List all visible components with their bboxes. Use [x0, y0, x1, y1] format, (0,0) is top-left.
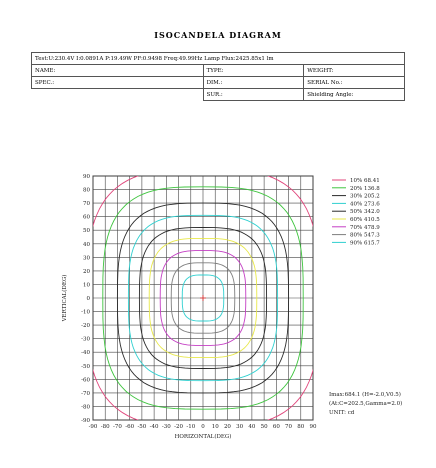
spec-label: SPEC.: — [31, 76, 204, 89]
legend-entry: 80% 547.3 — [350, 233, 380, 239]
x-tick-label: 20 — [224, 424, 231, 430]
legend-entry: 70% 478.9 — [350, 225, 380, 231]
x-tick-label: -30 — [162, 424, 171, 430]
x-tick-label: 0 — [201, 424, 205, 430]
legend-entry: 20% 136.8 — [350, 186, 380, 192]
serial-label: SERIAL No.: — [303, 76, 405, 89]
sur-label: SUR.: — [202, 88, 305, 101]
x-tick-label: -50 — [137, 424, 146, 430]
y-tick-label: 50 — [83, 228, 90, 234]
y-tick-label: -70 — [81, 391, 90, 397]
y-tick-label: -60 — [81, 377, 90, 383]
y-axis-label: VERTICAL(DEG) — [61, 275, 68, 323]
isocandela-contour — [170, 262, 236, 334]
x-tick-label: 30 — [236, 424, 243, 430]
page-title: ISOCANDELA DIAGRAM — [154, 30, 282, 40]
isocandela-contour — [127, 214, 279, 382]
empty-cell — [32, 89, 204, 101]
isocandela-contour — [159, 250, 247, 346]
y-tick-label: 20 — [83, 269, 90, 275]
x-tick-label: -60 — [125, 424, 134, 430]
y-tick-label: 10 — [83, 282, 90, 288]
chart-annotation: UNIT: cd — [329, 410, 355, 416]
x-tick-label: 70 — [285, 424, 292, 430]
y-tick-label: -90 — [81, 418, 90, 424]
name-label: NAME: — [31, 64, 204, 77]
weight-label: WEIGHT: — [303, 64, 405, 77]
dim-label: DIM.: — [202, 76, 305, 89]
y-tick-label: -10 — [81, 310, 90, 316]
legend-entry: 90% 615.7 — [350, 240, 380, 246]
x-tick-label: -20 — [174, 424, 183, 430]
y-tick-label: 90 — [83, 174, 90, 180]
x-axis-label: HORIZONTAL(DEG) — [175, 433, 232, 440]
x-tick-label: -10 — [186, 424, 195, 430]
x-tick-label: 50 — [261, 424, 268, 430]
x-tick-label: 80 — [297, 424, 304, 430]
isocandela-contour — [181, 274, 225, 322]
legend-entry: 30% 205.2 — [350, 194, 380, 200]
legend-entry: 50% 342.0 — [350, 209, 380, 215]
y-tick-label: 0 — [87, 296, 91, 302]
type-label: TYPE: — [202, 64, 305, 77]
y-tick-label: -40 — [81, 350, 90, 356]
shielding-label: Shielding Angle: — [303, 88, 405, 101]
y-tick-label: -80 — [81, 404, 90, 410]
info-table: Test:U:230.4V I:0.0891A P:19.49W PF:0.94… — [31, 52, 405, 101]
y-tick-label: 60 — [83, 215, 90, 221]
y-tick-label: 30 — [83, 255, 90, 261]
x-tick-label: -90 — [89, 424, 98, 430]
legend-entry: 60% 410.5 — [350, 217, 380, 223]
chart-annotation: (At:C=202.5,Gamma=2.0) — [329, 400, 402, 407]
isocandela-contour — [138, 227, 268, 369]
isocandela-chart: -90 -80 -70 -60 -50 -40 -30 -20 -10 0 10 20 30 40 50 60… — [61, 174, 402, 440]
x-tick-label: 90 — [310, 424, 317, 430]
y-tick-label: 70 — [83, 201, 90, 207]
y-tick-label: 80 — [83, 188, 90, 194]
chart-annotation: Imax:684.1 (H=-2.0,V0.5) — [329, 391, 401, 398]
x-tick-label: 60 — [273, 424, 280, 430]
isocandela-contour — [102, 186, 304, 410]
x-tick-label: -80 — [101, 424, 110, 430]
y-tick-label: 40 — [83, 242, 90, 248]
legend-entry: 40% 273.6 — [350, 201, 380, 207]
x-tick-label: 40 — [248, 424, 255, 430]
y-tick-label: -20 — [81, 323, 90, 329]
x-tick-label: -40 — [150, 424, 159, 430]
y-tick-label: -30 — [81, 337, 90, 343]
legend-entry: 10% 68.41 — [350, 178, 380, 184]
test-line: Test:U:230.4V I:0.0891A P:19.49W PF:0.94… — [31, 52, 405, 65]
y-tick-label: -50 — [81, 364, 90, 370]
x-tick-label: 10 — [212, 424, 219, 430]
isocandela-contour — [148, 237, 258, 359]
isocandela-contour — [93, 176, 313, 420]
x-tick-label: -70 — [113, 424, 122, 430]
isocandela-contour — [116, 202, 290, 394]
